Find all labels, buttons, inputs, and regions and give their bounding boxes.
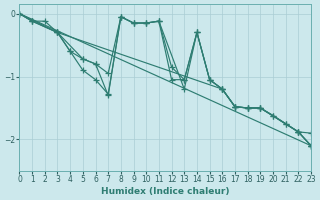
X-axis label: Humidex (Indice chaleur): Humidex (Indice chaleur)	[101, 187, 229, 196]
